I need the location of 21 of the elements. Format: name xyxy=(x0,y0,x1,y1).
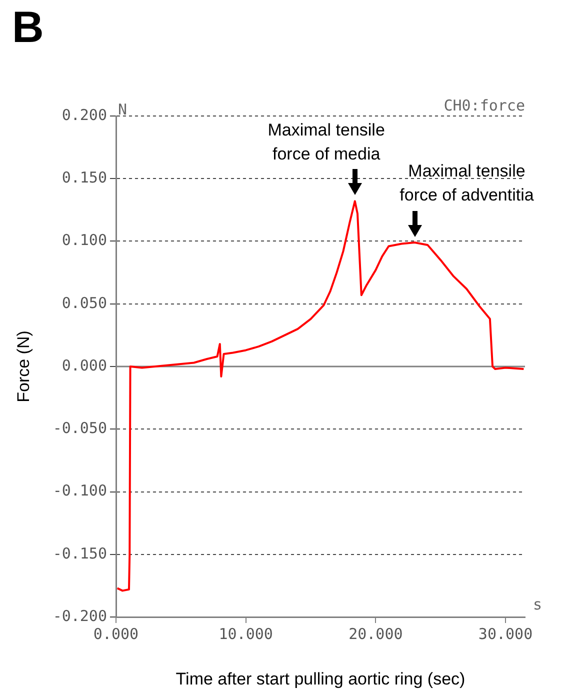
annotation: Maximal tensile force of adventitia xyxy=(400,162,534,205)
chart-title: B xyxy=(12,3,44,52)
y-tick-label: 0.000 xyxy=(62,356,107,374)
x-tick-label: 0.000 xyxy=(93,624,139,643)
y-tick-label: 0.200 xyxy=(62,106,107,124)
text: CH0:force xyxy=(444,96,525,114)
x-tick-label: 30.000 xyxy=(478,624,533,643)
y-axis-title: Force (N) xyxy=(14,330,33,402)
annotation: N xyxy=(118,100,128,118)
y-tick-label: 0.100 xyxy=(62,231,107,250)
annotation: Maximal tensile force of media xyxy=(268,120,385,164)
text: s xyxy=(533,595,542,614)
x-axis-title: Time after start pulling aortic ring (sec) xyxy=(176,669,466,688)
x-tick-label: 20.000 xyxy=(348,624,403,643)
y-tick-label: 0.050 xyxy=(62,294,107,312)
y-tick-label: 0.150 xyxy=(62,168,107,187)
y-tick-label: -0.050 xyxy=(52,419,107,438)
y-tick-label: -0.200 xyxy=(52,606,107,625)
y-tick-label: -0.100 xyxy=(52,482,107,500)
x-tick-label: 10.000 xyxy=(218,624,273,643)
y-tick-label: -0.150 xyxy=(52,544,107,562)
